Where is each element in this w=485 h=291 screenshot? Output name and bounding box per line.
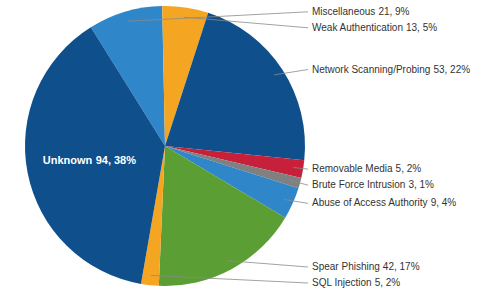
label-category: Abuse of Access Authority	[312, 197, 428, 208]
label-value: 5, 2%	[375, 277, 401, 288]
data-label: Unknown94, 38%	[43, 154, 136, 166]
label-category: Network Scanning/Probing	[312, 63, 430, 74]
leader-line	[284, 199, 308, 203]
label-value: 5, 2%	[396, 163, 422, 174]
label-value: 94, 38%	[96, 154, 137, 166]
label-value: 42, 17%	[383, 261, 420, 272]
label-value: 9, 4%	[431, 197, 457, 208]
label-value: 3, 1%	[408, 179, 434, 190]
labels: Unknown94, 38% Miscellaneous21, 9% Weak Au…	[43, 5, 470, 287]
pie-slice	[165, 13, 305, 160]
leader-line	[151, 275, 308, 283]
data-label: Removable Media5, 2%	[312, 163, 421, 174]
data-label: Miscellaneous21, 9%	[312, 5, 410, 16]
label-category: Unknown	[43, 154, 93, 166]
label-category: Miscellaneous	[312, 5, 375, 16]
label-value: 53, 22%	[433, 63, 470, 74]
data-label: Network Scanning/Probing53, 22%	[312, 63, 470, 74]
data-label: SQL Injection5, 2%	[312, 277, 400, 288]
pie-chart: Unknown94, 38% Miscellaneous21, 9% Weak Au…	[0, 0, 485, 291]
label-category: SQL Injection	[312, 277, 372, 288]
label-category: Brute Force Intrusion	[312, 179, 405, 190]
chart-container: Unknown94, 38% Miscellaneous21, 9% Weak Au…	[0, 0, 485, 291]
pie-slice	[159, 146, 285, 286]
data-label: Spear Phishing42, 17%	[312, 261, 420, 272]
leader-line	[274, 70, 308, 75]
slices	[25, 6, 305, 286]
label-category: Removable Media	[312, 163, 393, 174]
leader-line	[227, 261, 308, 267]
leader-lines	[128, 12, 308, 283]
data-label: Brute Force Intrusion3, 1%	[312, 179, 434, 190]
label-category: Weak Authentication	[312, 21, 403, 32]
label-value: 21, 9%	[378, 5, 409, 16]
leader-line	[293, 168, 308, 170]
pie-slice	[25, 27, 165, 284]
label-value: 13, 5%	[406, 21, 437, 32]
leader-line	[291, 181, 308, 186]
label-category: Spear Phishing	[312, 261, 380, 272]
leader-line	[184, 17, 308, 28]
data-label: Weak Authentication13, 5%	[312, 21, 437, 32]
data-label: Abuse of Access Authority9, 4%	[312, 197, 456, 208]
